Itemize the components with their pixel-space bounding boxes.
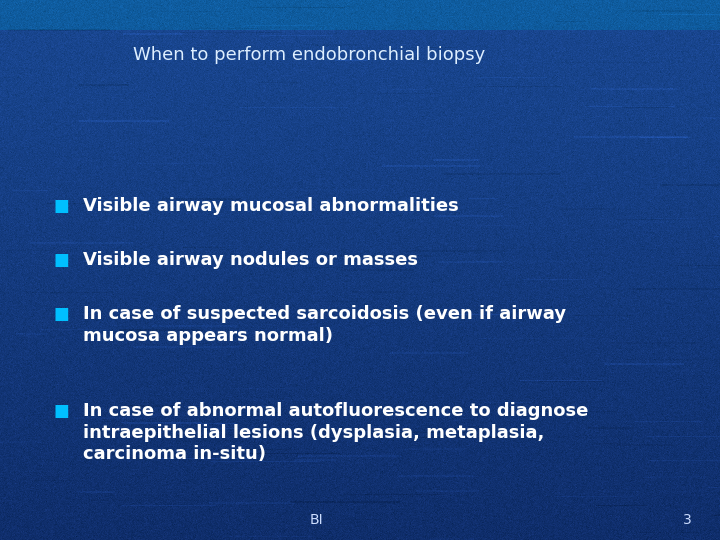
Text: In case of abnormal autofluorescence to diagnose
intraepithelial lesions (dyspla: In case of abnormal autofluorescence to … (83, 402, 588, 463)
Text: ■: ■ (53, 305, 69, 323)
Text: In case of suspected sarcoidosis (even if airway
mucosa appears normal): In case of suspected sarcoidosis (even i… (83, 305, 566, 345)
Text: ■: ■ (53, 402, 69, 420)
Text: Visible airway nodules or masses: Visible airway nodules or masses (83, 251, 418, 269)
Text: BI: BI (310, 512, 323, 526)
Text: 3: 3 (683, 512, 691, 526)
Text: Visible airway mucosal abnormalities: Visible airway mucosal abnormalities (83, 197, 459, 215)
Text: ■: ■ (53, 251, 69, 269)
Text: ■: ■ (53, 197, 69, 215)
Text: When to perform endobronchial biopsy: When to perform endobronchial biopsy (133, 46, 486, 64)
